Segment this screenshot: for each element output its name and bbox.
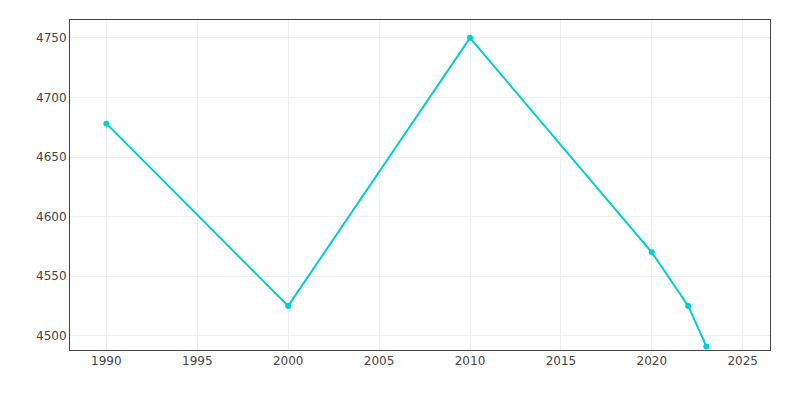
svg-text:1995: 1995	[182, 354, 213, 368]
svg-text:4600: 4600	[36, 210, 67, 224]
svg-text:4650: 4650	[36, 150, 67, 164]
svg-text:4700: 4700	[36, 91, 67, 105]
svg-text:1990: 1990	[91, 354, 122, 368]
svg-text:4750: 4750	[36, 31, 67, 45]
svg-text:2010: 2010	[455, 354, 486, 368]
svg-text:2025: 2025	[727, 354, 758, 368]
svg-text:4500: 4500	[36, 329, 67, 343]
svg-text:2000: 2000	[273, 354, 304, 368]
svg-text:2020: 2020	[637, 354, 668, 368]
svg-text:4550: 4550	[36, 269, 67, 283]
svg-text:2015: 2015	[546, 354, 577, 368]
svg-text:2005: 2005	[364, 354, 395, 368]
